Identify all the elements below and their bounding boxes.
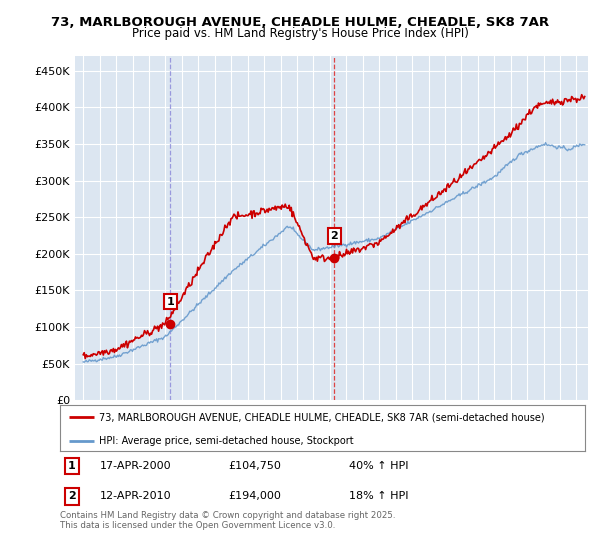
Text: 1: 1 <box>68 461 76 470</box>
Text: 2: 2 <box>68 492 76 501</box>
Text: £104,750: £104,750 <box>228 461 281 470</box>
Text: 1: 1 <box>166 297 174 307</box>
Text: HPI: Average price, semi-detached house, Stockport: HPI: Average price, semi-detached house,… <box>100 436 354 446</box>
Text: 73, MARLBOROUGH AVENUE, CHEADLE HULME, CHEADLE, SK8 7AR: 73, MARLBOROUGH AVENUE, CHEADLE HULME, C… <box>51 16 549 29</box>
Text: Price paid vs. HM Land Registry's House Price Index (HPI): Price paid vs. HM Land Registry's House … <box>131 27 469 40</box>
Text: Contains HM Land Registry data © Crown copyright and database right 2025.
This d: Contains HM Land Registry data © Crown c… <box>60 511 395 530</box>
Text: 17-APR-2000: 17-APR-2000 <box>100 461 171 470</box>
Text: 40% ↑ HPI: 40% ↑ HPI <box>349 461 408 470</box>
Text: 2: 2 <box>331 231 338 241</box>
Text: £194,000: £194,000 <box>228 492 281 501</box>
Text: 12-APR-2010: 12-APR-2010 <box>100 492 171 501</box>
Text: 73, MARLBOROUGH AVENUE, CHEADLE HULME, CHEADLE, SK8 7AR (semi-detached house): 73, MARLBOROUGH AVENUE, CHEADLE HULME, C… <box>100 412 545 422</box>
Text: 18% ↑ HPI: 18% ↑ HPI <box>349 492 408 501</box>
